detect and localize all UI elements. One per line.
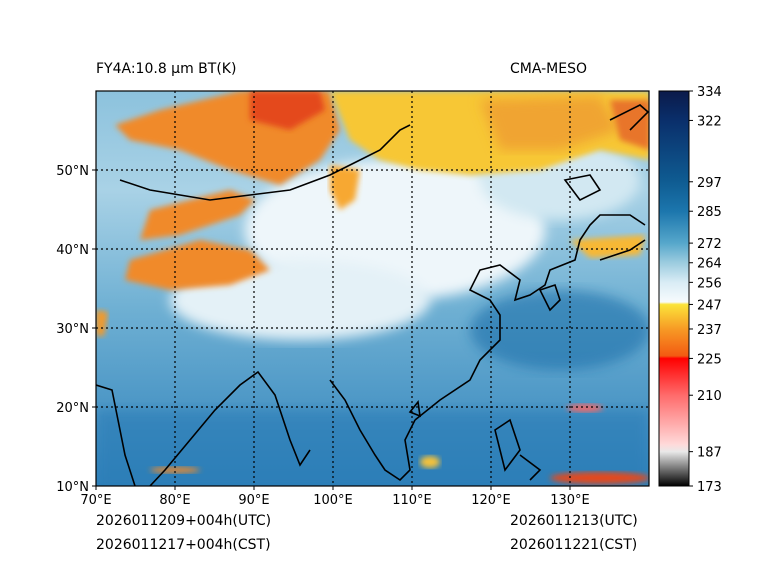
lon-tick-label: 130°E [550, 493, 590, 508]
lon-tick-label: 90°E [238, 493, 269, 508]
colorbar-tick-label: 247 [697, 298, 722, 313]
colorbar-tick-label: 297 [697, 176, 722, 191]
lon-tick-label: 70°E [80, 493, 111, 508]
colorbar-tick-label: 173 [697, 480, 722, 495]
colorbar-tick-label: 264 [697, 257, 722, 272]
lon-tick-label: 100°E [313, 493, 353, 508]
colorbar-tick-label: 225 [697, 352, 722, 367]
product-title: FY4A:10.8 µm BT(K) [96, 61, 237, 77]
forecast-time-utc: 2026011209+004h(UTC) [96, 513, 272, 529]
observation-time-cst: 2026011221(CST) [510, 537, 638, 553]
lat-tick-label: 20°N [56, 401, 89, 416]
colorbar-tick-label: 210 [697, 389, 722, 404]
colorbar [658, 90, 690, 487]
forecast-time-cst: 2026011217+004h(CST) [96, 537, 271, 553]
lat-tick-label: 40°N [56, 243, 89, 258]
colorbar-tick-label: 237 [697, 323, 722, 338]
lat-tick-label: 10°N [56, 480, 89, 495]
axis-ticks [92, 169, 571, 490]
colorbar-tick-label: 285 [697, 205, 722, 220]
colorbar-tick-label: 272 [697, 237, 722, 252]
graticule [96, 91, 649, 486]
map-frame [95, 90, 650, 487]
colorbar-ticks: 334 322 297 285 272 264 256 247 237 225 210 187 173 [689, 85, 722, 495]
colorbar-tick-label: 256 [697, 276, 722, 291]
lon-tick-label: 120°E [471, 493, 511, 508]
model-name: CMA-MESO [510, 61, 588, 77]
lat-tick-label: 30°N [56, 322, 89, 337]
coastlines [96, 104, 649, 486]
observation-time-utc: 2026011213(UTC) [510, 513, 638, 529]
colorbar-tick-label: 187 [697, 446, 722, 461]
colorbar-tick-label: 334 [697, 85, 722, 100]
brightness-temperature-field [96, 91, 649, 486]
lat-tick-label: 50°N [56, 164, 89, 179]
lon-tick-label: 110°E [392, 493, 432, 508]
lon-tick-label: 80°E [159, 493, 190, 508]
colorbar-tick-label: 322 [697, 114, 722, 129]
